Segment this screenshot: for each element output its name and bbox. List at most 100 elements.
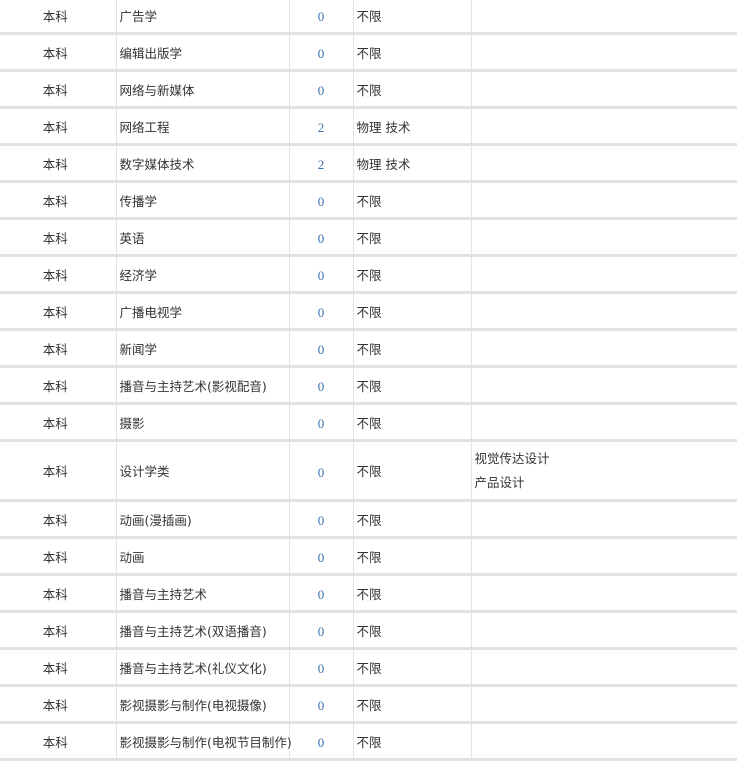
count-cell: 0	[288, 366, 353, 405]
subjects-cell: 不限	[352, 685, 471, 724]
subjects-cell: 不限	[352, 292, 471, 331]
note-cell	[470, 722, 737, 761]
note-cell	[470, 144, 737, 183]
level-cell: 本科	[0, 329, 116, 368]
subjects-cell: 不限	[352, 500, 471, 539]
count-cell: 0	[288, 329, 353, 368]
note-cell: 视觉传达设计 产品设计	[470, 440, 737, 502]
note-cell	[470, 255, 737, 294]
level-cell: 本科	[0, 144, 116, 183]
major-cell: 摄影	[115, 403, 289, 442]
subjects-cell: 不限	[352, 722, 471, 761]
count-cell: 0	[288, 648, 353, 687]
major-cell: 影视摄影与制作(电视节目制作)	[115, 722, 292, 761]
note-cell	[470, 292, 737, 331]
note-cell	[470, 537, 737, 576]
major-cell: 播音与主持艺术(礼仪文化)	[115, 648, 289, 687]
major-cell: 播音与主持艺术(双语播音)	[115, 611, 289, 650]
level-cell: 本科	[0, 611, 116, 650]
count-cell: 0	[288, 403, 353, 442]
level-cell: 本科	[0, 255, 116, 294]
level-cell: 本科	[0, 33, 116, 72]
subjects-cell: 不限	[352, 218, 471, 257]
major-cell: 编辑出版学	[115, 33, 289, 72]
note-cell	[470, 366, 737, 405]
major-cell: 新闻学	[115, 329, 289, 368]
table-row: 本科 播音与主持艺术(礼仪文化) 0 不限	[0, 648, 737, 687]
count-cell: 0	[288, 574, 353, 613]
subjects-cell: 不限	[352, 574, 471, 613]
table-row: 本科 网络与新媒体 0 不限	[0, 70, 737, 109]
major-cell: 设计学类	[115, 440, 289, 502]
note-item: 产品设计	[474, 474, 525, 490]
level-cell: 本科	[0, 722, 116, 761]
note-cell	[470, 611, 737, 650]
major-cell: 传播学	[115, 181, 289, 220]
table-row: 本科 播音与主持艺术(影视配音) 0 不限	[0, 366, 737, 405]
subjects-cell: 不限	[352, 70, 471, 109]
note-cell	[470, 33, 737, 72]
subjects-cell: 不限	[352, 366, 471, 405]
level-cell: 本科	[0, 574, 116, 613]
subjects-cell: 不限	[352, 648, 471, 687]
table-row: 本科 动画(漫插画) 0 不限	[0, 500, 737, 539]
count-cell: 0	[288, 0, 353, 35]
table-row: 本科 编辑出版学 0 不限	[0, 33, 737, 72]
subjects-cell: 不限	[352, 329, 471, 368]
level-cell: 本科	[0, 537, 116, 576]
major-cell: 网络与新媒体	[115, 70, 289, 109]
table-row: 本科 影视摄影与制作(电视摄像) 0 不限	[0, 685, 737, 724]
count-cell: 0	[288, 537, 353, 576]
note-cell	[470, 107, 737, 146]
count-cell: 0	[288, 685, 353, 724]
count-cell: 2	[288, 107, 353, 146]
count-cell: 0	[288, 611, 353, 650]
major-cell: 播音与主持艺术(影视配音)	[115, 366, 289, 405]
level-cell: 本科	[0, 0, 116, 35]
table-row: 本科 影视摄影与制作(电视节目制作) 0 不限	[0, 722, 737, 761]
subjects-cell: 不限	[352, 611, 471, 650]
major-cell: 广播电视学	[115, 292, 289, 331]
count-cell: 0	[288, 33, 353, 72]
major-cell: 网络工程	[115, 107, 289, 146]
level-cell: 本科	[0, 181, 116, 220]
count-cell: 0	[288, 255, 353, 294]
note-item: 视觉传达设计	[474, 450, 550, 466]
level-cell: 本科	[0, 218, 116, 257]
note-cell	[470, 218, 737, 257]
major-cell: 影视摄影与制作(电视摄像)	[115, 685, 289, 724]
subjects-cell: 不限	[352, 181, 471, 220]
count-cell: 0	[288, 292, 353, 331]
major-cell: 英语	[115, 218, 289, 257]
note-cell	[470, 329, 737, 368]
level-cell: 本科	[0, 440, 116, 502]
major-cell: 动画(漫插画)	[115, 500, 289, 539]
major-cell: 经济学	[115, 255, 289, 294]
note-cell	[470, 500, 737, 539]
count-cell: 0	[288, 218, 353, 257]
level-cell: 本科	[0, 648, 116, 687]
level-cell: 本科	[0, 107, 116, 146]
subjects-cell: 不限	[352, 403, 471, 442]
table-row: 本科 新闻学 0 不限	[0, 329, 737, 368]
major-cell: 广告学	[115, 0, 289, 35]
level-cell: 本科	[0, 500, 116, 539]
note-cell	[470, 685, 737, 724]
subjects-cell: 物理 技术	[352, 144, 471, 183]
count-cell: 0	[288, 722, 353, 761]
subjects-cell: 不限	[352, 440, 471, 502]
subjects-cell: 不限	[352, 537, 471, 576]
table-row: 本科 广播电视学 0 不限	[0, 292, 737, 331]
level-cell: 本科	[0, 366, 116, 405]
table-row: 本科 设计学类 0 不限 视觉传达设计 产品设计	[0, 440, 737, 502]
note-cell	[470, 0, 737, 35]
note-cell	[470, 181, 737, 220]
table-row: 本科 数字媒体技术 2 物理 技术	[0, 144, 737, 183]
subjects-cell: 不限	[352, 33, 471, 72]
subjects-cell: 物理 技术	[352, 107, 471, 146]
table-row: 本科 摄影 0 不限	[0, 403, 737, 442]
note-cell	[470, 70, 737, 109]
level-cell: 本科	[0, 292, 116, 331]
subjects-cell: 不限	[352, 255, 471, 294]
